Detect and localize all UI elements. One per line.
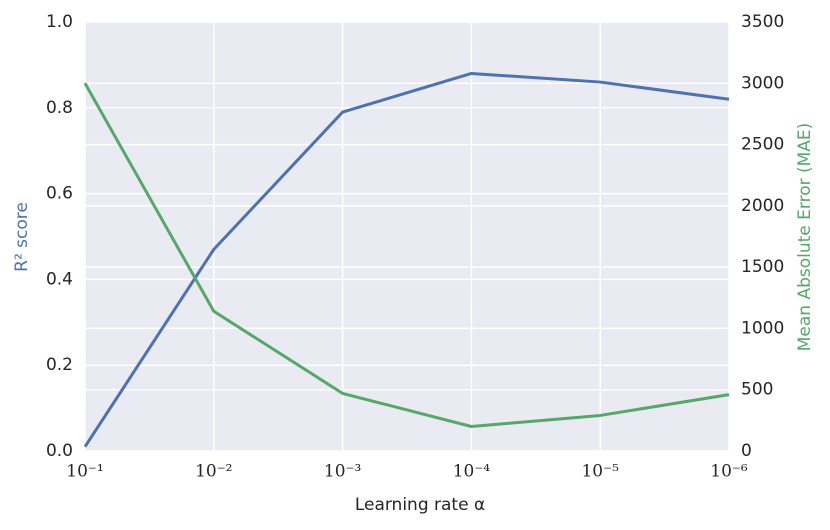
line — [83, 82, 730, 428]
y-tick-label: 0.0 — [46, 441, 73, 461]
y-tick-label: 0.6 — [46, 184, 73, 204]
x-tick-label: 10⁻⁵ — [581, 462, 619, 482]
y2-tick-label: 3000 — [741, 73, 784, 93]
y2-tick-label: 0 — [741, 441, 752, 461]
x-axis-label: Learning rate α — [355, 495, 485, 515]
y2-tick-label: 500 — [741, 380, 773, 400]
line — [83, 71, 730, 448]
y2-tick-label: 2000 — [741, 196, 784, 216]
y-axis-label: R² score — [12, 202, 32, 272]
x-tick-label: 10⁻¹ — [66, 462, 103, 482]
y2-tick-label: 1500 — [741, 257, 784, 277]
y-tick-label: 0.8 — [46, 98, 73, 118]
y2-tick-label: 3500 — [741, 12, 784, 32]
y2-tick-label: 2500 — [741, 135, 784, 155]
y-tick-label: 0.2 — [46, 355, 73, 375]
y-tick-label: 1.0 — [46, 12, 73, 32]
y-tick-label: 0.4 — [46, 269, 73, 289]
x-tick-label: 10⁻⁶ — [710, 462, 748, 482]
x-tick-label: 10⁻⁴ — [453, 462, 491, 482]
x-tick-label: 10⁻³ — [324, 462, 361, 482]
y2-tick-label: 1000 — [741, 318, 784, 338]
y2-axis-label: Mean Absolute Error (MAE) — [795, 123, 815, 352]
x-tick-label: 10⁻² — [195, 462, 232, 482]
